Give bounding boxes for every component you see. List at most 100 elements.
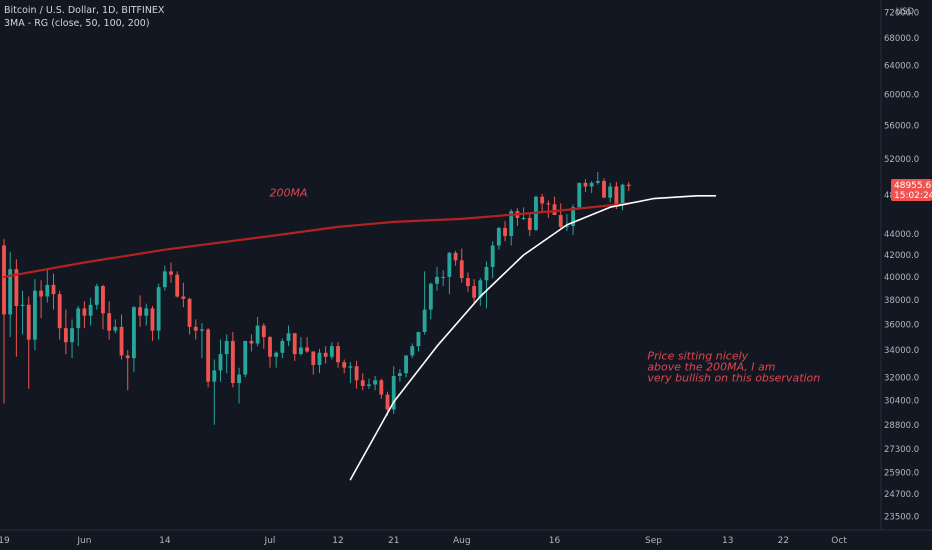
candle-body [323,352,328,357]
observation-annotation: Price sitting nicely above the 200MA, I a… [647,349,820,384]
candle-body [385,394,390,410]
candle-body [428,283,433,310]
candle-body [169,271,173,275]
time-tick-label: Aug [453,536,471,546]
candle-body [540,196,545,204]
time-tick-label: 12 [332,536,343,546]
time-tick-label: 21 [388,536,399,546]
candle [150,305,155,341]
candle-body [274,352,279,357]
candle-body [125,355,130,359]
time-tick-label: Jun [76,536,91,546]
candle [200,323,204,359]
last-price-badge [891,178,932,201]
candle-body [453,252,458,261]
candle [268,335,272,368]
candle-body [311,351,316,365]
candle-body [8,269,13,315]
candle [527,212,532,237]
last-price-label: 48955.615:02:24 [891,178,932,201]
candle [88,297,93,326]
candle-body [144,308,149,316]
candle [608,182,613,203]
candle-body [101,286,105,314]
candle [453,250,458,266]
candle [181,282,186,308]
candle-body [45,284,50,297]
candle-body [546,203,551,205]
candle-body [503,227,507,237]
candle-body [200,329,204,331]
ma200-line [2,202,630,278]
candle-body [410,346,415,356]
candle [503,220,507,242]
candle [435,266,439,291]
candle-body [379,380,384,395]
candle [224,334,229,374]
candle [342,359,347,374]
indicator-label[interactable]: 3MA - RG (close, 50, 100, 200) [4,18,150,29]
candle [620,183,625,211]
candle [329,342,334,360]
candle [466,272,470,292]
candle [422,271,427,335]
candle [63,309,68,355]
candle-body [583,182,588,187]
candle [595,172,600,185]
candle [373,375,378,391]
candle [8,251,13,338]
candle [410,343,415,359]
candle [472,279,477,305]
candle-body [162,271,167,288]
price-tick-label: 28800.0 [884,421,919,431]
candle-body [51,284,56,295]
candle [162,265,167,291]
candle [212,359,217,425]
candle-body [218,354,223,371]
price-tick-label: 25900.0 [884,469,919,479]
candle [156,283,161,340]
candle-body [107,313,112,331]
price-tick-label: 32000.0 [884,373,919,383]
candle-body [286,333,291,341]
candle [558,203,563,229]
candle-body [397,373,402,376]
candle-body [367,384,371,386]
price-tick-label: 56000.0 [884,121,919,131]
candle [360,373,365,391]
candle-body [329,346,334,357]
candle-body [261,325,266,338]
candle [546,200,551,218]
time-axis[interactable]: 19 Jun 14 Jul 12 21 Aug 16 Sep 13 22 Oct [0,536,847,546]
candle-body [478,280,483,298]
candle-body [187,298,192,327]
candle [336,342,340,368]
candle-body [466,278,470,287]
candle-body [317,352,322,365]
candle-body [459,260,464,279]
candle [39,280,44,319]
candle-body [527,217,532,230]
candle [261,323,266,349]
symbol-title[interactable]: Bitcoin / U.S. Dollar, 1D, BITFINEX [4,5,165,16]
candle [107,301,112,340]
price-tick-label: 23500.0 [884,512,919,522]
candle [237,367,241,404]
price-tick-label: 72000.0 [884,8,919,18]
candle-body [552,204,557,216]
candle [2,239,6,404]
candle [20,290,25,335]
candle [416,331,421,352]
candle-body [577,182,582,208]
candle [379,378,384,400]
candle [243,340,248,378]
time-tick-label: Jul [264,536,276,546]
candle [218,339,223,382]
candle [348,362,353,384]
candle [33,279,37,351]
candle-body [76,308,81,329]
candle [175,271,180,298]
candle [323,346,328,364]
price-tick-label: 24700.0 [884,490,919,500]
